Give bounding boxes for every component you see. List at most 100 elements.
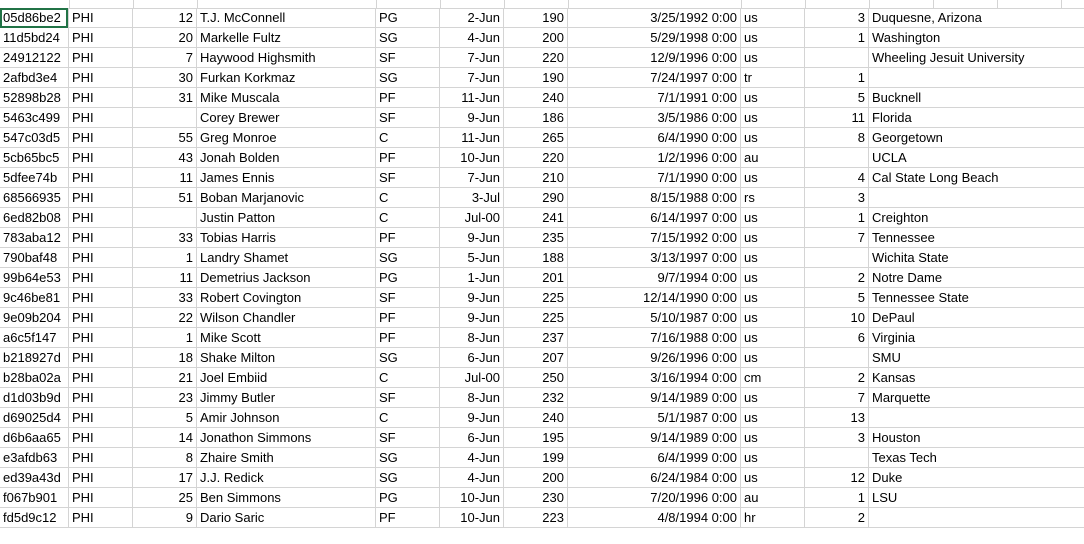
id-cell[interactable]: b28ba02a	[0, 368, 69, 388]
position-cell[interactable]: SF	[376, 428, 440, 448]
number-cell[interactable]: 31	[133, 88, 197, 108]
player-cell[interactable]: Jimmy Butler	[197, 388, 376, 408]
number-cell[interactable]: 5	[133, 408, 197, 428]
id-cell[interactable]: 5cb65bc5	[0, 148, 69, 168]
id-cell[interactable]: 2afbd3e4	[0, 68, 69, 88]
position-cell[interactable]: C	[376, 128, 440, 148]
height-cell[interactable]: Jul-00	[440, 368, 504, 388]
number-cell[interactable]: 11	[133, 268, 197, 288]
experience-cell[interactable]: 13	[805, 408, 869, 428]
team-cell[interactable]: PHI	[69, 488, 133, 508]
height-cell[interactable]: 6-Jun	[440, 428, 504, 448]
country-cell[interactable]: us	[741, 388, 805, 408]
weight-cell[interactable]: 201	[504, 268, 568, 288]
country-cell[interactable]: us	[741, 348, 805, 368]
birthdate-cell[interactable]: 7/20/1996 0:00	[568, 488, 741, 508]
position-cell[interactable]: SF	[376, 288, 440, 308]
weight-cell[interactable]: 232	[504, 388, 568, 408]
id-cell[interactable]: d6b6aa65	[0, 428, 69, 448]
number-cell[interactable]: 1	[133, 328, 197, 348]
college-cell[interactable]: Washington	[869, 28, 1084, 48]
team-cell[interactable]: PHI	[69, 188, 133, 208]
birthdate-cell[interactable]: 7/24/1997 0:00	[568, 68, 741, 88]
college-cell[interactable]: Florida	[869, 108, 1084, 128]
id-cell[interactable]: ed39a43d	[0, 468, 69, 488]
birthdate-cell[interactable]: 9/7/1994 0:00	[568, 268, 741, 288]
id-cell[interactable]: 24912122	[0, 48, 69, 68]
player-cell[interactable]: Robert Covington	[197, 288, 376, 308]
experience-cell[interactable]: 1	[805, 28, 869, 48]
id-cell[interactable]: f067b901	[0, 488, 69, 508]
player-cell[interactable]: Mike Muscala	[197, 88, 376, 108]
player-cell[interactable]: Haywood Highsmith	[197, 48, 376, 68]
id-cell[interactable]: d1d03b9d	[0, 388, 69, 408]
birthdate-cell[interactable]: 5/29/1998 0:00	[568, 28, 741, 48]
player-cell[interactable]: J.J. Redick	[197, 468, 376, 488]
position-cell[interactable]: SF	[376, 388, 440, 408]
experience-cell[interactable]	[805, 448, 869, 468]
id-cell[interactable]: 783aba12	[0, 228, 69, 248]
height-cell[interactable]: 1-Jun	[440, 268, 504, 288]
college-cell[interactable]: SMU	[869, 348, 1084, 368]
experience-cell[interactable]: 1	[805, 208, 869, 228]
height-cell[interactable]: 9-Jun	[440, 288, 504, 308]
birthdate-cell[interactable]: 5/10/1987 0:00	[568, 308, 741, 328]
player-cell[interactable]: Ben Simmons	[197, 488, 376, 508]
birthdate-cell[interactable]: 6/4/1990 0:00	[568, 128, 741, 148]
experience-cell[interactable]: 5	[805, 288, 869, 308]
team-cell[interactable]: PHI	[69, 348, 133, 368]
country-cell[interactable]: us	[741, 48, 805, 68]
team-cell[interactable]: PHI	[69, 448, 133, 468]
height-cell[interactable]: 8-Jun	[440, 388, 504, 408]
college-cell[interactable]: Wheeling Jesuit University	[869, 48, 1084, 68]
height-cell[interactable]: 10-Jun	[440, 508, 504, 528]
country-cell[interactable]: hr	[741, 508, 805, 528]
experience-cell[interactable]: 11	[805, 108, 869, 128]
number-cell[interactable]: 22	[133, 308, 197, 328]
id-cell[interactable]: e3afdb63	[0, 448, 69, 468]
number-cell[interactable]: 14	[133, 428, 197, 448]
player-cell[interactable]: Demetrius Jackson	[197, 268, 376, 288]
country-cell[interactable]: us	[741, 128, 805, 148]
country-cell[interactable]: us	[741, 208, 805, 228]
id-cell[interactable]: 11d5bd24	[0, 28, 69, 48]
college-cell[interactable]	[869, 408, 1084, 428]
number-cell[interactable]: 55	[133, 128, 197, 148]
height-cell[interactable]: 7-Jun	[440, 68, 504, 88]
team-cell[interactable]: PHI	[69, 28, 133, 48]
birthdate-cell[interactable]: 8/15/1988 0:00	[568, 188, 741, 208]
position-cell[interactable]: SG	[376, 348, 440, 368]
team-cell[interactable]: PHI	[69, 168, 133, 188]
experience-cell[interactable]: 3	[805, 8, 869, 28]
birthdate-cell[interactable]: 6/4/1999 0:00	[568, 448, 741, 468]
college-cell[interactable]: Wichita State	[869, 248, 1084, 268]
number-cell[interactable]: 17	[133, 468, 197, 488]
country-cell[interactable]: us	[741, 28, 805, 48]
birthdate-cell[interactable]: 9/26/1996 0:00	[568, 348, 741, 368]
weight-cell[interactable]: 190	[504, 8, 568, 28]
player-cell[interactable]: Landry Shamet	[197, 248, 376, 268]
college-cell[interactable]: Tennessee State	[869, 288, 1084, 308]
weight-cell[interactable]: 188	[504, 248, 568, 268]
player-cell[interactable]: James Ennis	[197, 168, 376, 188]
country-cell[interactable]: us	[741, 268, 805, 288]
team-cell[interactable]: PHI	[69, 368, 133, 388]
position-cell[interactable]: SF	[376, 108, 440, 128]
player-cell[interactable]: Shake Milton	[197, 348, 376, 368]
position-cell[interactable]: C	[376, 208, 440, 228]
weight-cell[interactable]: 241	[504, 208, 568, 228]
player-cell[interactable]: Joel Embiid	[197, 368, 376, 388]
country-cell[interactable]: tr	[741, 68, 805, 88]
player-cell[interactable]: Amir Johnson	[197, 408, 376, 428]
birthdate-cell[interactable]: 7/1/1990 0:00	[568, 168, 741, 188]
country-cell[interactable]: us	[741, 428, 805, 448]
experience-cell[interactable]: 1	[805, 488, 869, 508]
player-cell[interactable]: Mike Scott	[197, 328, 376, 348]
id-cell[interactable]: 9e09b204	[0, 308, 69, 328]
number-cell[interactable]: 33	[133, 288, 197, 308]
country-cell[interactable]: us	[741, 248, 805, 268]
college-cell[interactable]	[869, 508, 1084, 528]
birthdate-cell[interactable]: 6/24/1984 0:00	[568, 468, 741, 488]
country-cell[interactable]: us	[741, 448, 805, 468]
team-cell[interactable]: PHI	[69, 48, 133, 68]
